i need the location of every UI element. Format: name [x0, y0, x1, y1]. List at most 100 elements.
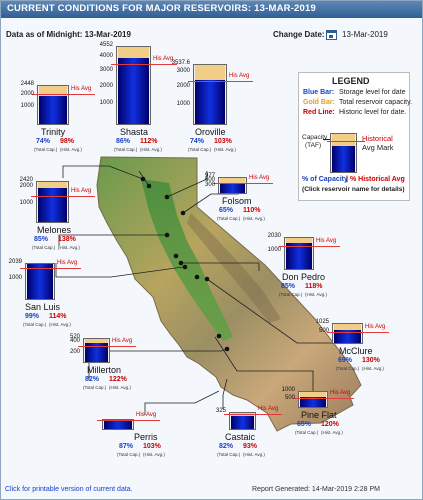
shasta-historic-line	[111, 64, 177, 65]
folsom-axis-tick: 600	[204, 177, 215, 183]
don-pedro-axis-top: 2030	[267, 233, 281, 239]
oroville-axis-tick: 3000	[176, 68, 190, 74]
pine-flat-axis-top: 1000	[281, 387, 295, 393]
trinity-storage-bar	[39, 96, 67, 124]
perris-name-link[interactable]: Perris	[134, 432, 158, 442]
pine-flat-axis-tick: 500	[284, 395, 295, 401]
melones-historic-line	[31, 196, 95, 197]
legend-blue-text: Storage level for date	[339, 89, 406, 96]
don-pedro-bar-frame	[284, 237, 314, 270]
shasta-name-link[interactable]: Shasta	[120, 127, 149, 137]
millerton-his-avg-label: His Avg	[112, 338, 133, 344]
pine-flat-bar-frame	[298, 391, 328, 408]
millerton-axis-tick: 200	[69, 349, 80, 355]
pine-flat-his-avg-label: His Avg	[330, 390, 351, 396]
legend-capacity-label: Capacity	[302, 134, 328, 141]
shasta-pct-hist: 112%	[140, 138, 158, 145]
millerton-storage-bar	[85, 343, 108, 362]
trinity-name-link[interactable]: Trinity	[41, 127, 66, 137]
folsom-pct-capacity: 65%	[219, 207, 234, 214]
mcclure-name-link[interactable]: McClure	[339, 346, 373, 356]
report-generated-text: Report Generated: 14-Mar-2019 2:28 PM	[252, 486, 381, 493]
millerton-bar-frame	[83, 338, 110, 363]
folsom-pct-hist: 110%	[243, 207, 261, 214]
millerton-hist-avg-caption: (Hist. Avg.)	[109, 385, 131, 390]
oroville-bar-frame	[193, 64, 227, 125]
oroville-historic-line	[188, 81, 253, 82]
date-value[interactable]: 13-Mar-2019	[342, 30, 388, 39]
melones-name-link[interactable]: Melones	[37, 225, 72, 235]
shasta-his-avg-label: His Avg	[153, 56, 174, 62]
folsom-hist-avg-caption: (Hist. Avg.)	[243, 216, 265, 221]
san-luis-name-link[interactable]: San Luis	[25, 302, 61, 312]
oroville-name-link[interactable]: Oroville	[195, 127, 226, 137]
legend-pct-capacity: % of Capacity	[302, 176, 348, 183]
castaic-total-cap-caption: (Total Cap.)	[217, 452, 241, 457]
castaic-historic-line	[224, 414, 282, 415]
shasta-hist-avg-caption: (Hist. Avg.)	[140, 147, 162, 152]
legend-gold-text: Total reservoir capacity.	[339, 99, 413, 106]
shasta-total-cap-caption: (Total Cap.)	[114, 147, 138, 152]
san-luis-bar-frame	[25, 263, 55, 300]
mcclure-pct-hist: 130%	[362, 357, 380, 364]
folsom-name-link[interactable]: Folsom	[222, 196, 252, 206]
pine-flat-name-link[interactable]: Pine Flat	[301, 410, 337, 420]
castaic-bar-frame	[229, 412, 256, 430]
perris-pct-capacity: 87%	[119, 443, 134, 450]
don-pedro-his-avg-label: His Avg	[316, 238, 337, 244]
trinity-total-cap-caption: (Total Cap.)	[34, 147, 58, 152]
folsom-axis-top: 977	[204, 173, 215, 179]
pine-flat-historic-line	[293, 398, 354, 399]
legend-red-label: Red Line:	[303, 109, 335, 116]
pine-flat-storage-bar	[300, 397, 326, 407]
mcclure-total-cap-caption: (Total Cap.)	[336, 366, 360, 371]
perris-hist-avg-caption: (Hist. Avg.)	[143, 452, 165, 457]
trinity-axis-tick: 2000	[20, 91, 34, 97]
trinity-his-avg-label: His Avg	[71, 86, 92, 92]
legend-gold-label: Gold Bar:	[303, 99, 335, 106]
millerton-pct-capacity: 82%	[85, 376, 100, 383]
don-pedro-storage-bar	[286, 243, 312, 269]
castaic-pct-hist: 93%	[243, 443, 258, 450]
legend-capacity-pointer	[323, 139, 330, 140]
oroville-axis-top: 3537.6	[171, 60, 190, 66]
pine-flat-pct-capacity: 65%	[297, 421, 312, 428]
legend-hist-label: Historical	[362, 134, 393, 143]
millerton-axis-top: 520	[69, 334, 80, 340]
san-luis-historic-line	[20, 268, 81, 269]
castaic-pct-capacity: 82%	[219, 443, 234, 450]
oroville-pct-capacity: 74%	[190, 138, 205, 145]
perris-his-avg-label: His Avg	[136, 412, 157, 418]
data-as-of-text: Data as of Midnight: 13-Mar-2019	[6, 30, 131, 39]
trinity-pct-capacity: 74%	[36, 138, 51, 145]
pine-flat-hist-avg-caption: (Hist. Avg.)	[321, 430, 343, 435]
san-luis-pct-capacity: 99%	[25, 313, 40, 320]
mcclure-axis-tick: 500	[318, 328, 329, 334]
folsom-total-cap-caption: (Total Cap.)	[217, 216, 241, 221]
oroville-pct-hist: 103%	[214, 138, 232, 145]
trinity-bar-frame	[37, 85, 69, 125]
san-luis-total-cap-caption: (Total Cap.)	[23, 322, 47, 327]
perris-pct-hist: 103%	[143, 443, 161, 450]
castaic-name-link[interactable]: Castaic	[225, 432, 256, 442]
printable-version-link[interactable]: Click for printable version of current d…	[5, 486, 133, 493]
shasta-axis-tick: 4000	[99, 53, 113, 59]
millerton-name-link[interactable]: Millerton	[87, 365, 122, 375]
pine-flat-total-cap-caption: (Total Cap.)	[295, 430, 319, 435]
melones-pct-hist: 138%	[58, 236, 76, 243]
trinity-axis-tick: 1000	[20, 103, 34, 109]
change-date-label: Change Date:	[273, 30, 325, 39]
don-pedro-pct-hist: 118%	[305, 283, 323, 290]
castaic-his-avg-label: His Avg	[258, 406, 279, 412]
oroville-hist-avg-caption: (Hist. Avg.)	[214, 147, 236, 152]
mcclure-bar-frame	[332, 323, 363, 344]
trinity-historic-line	[32, 94, 95, 95]
calendar-icon[interactable]	[326, 30, 337, 40]
folsom-his-avg-label: His Avg	[249, 175, 270, 181]
shasta-pct-capacity: 86%	[116, 138, 131, 145]
legend-sample-bar	[327, 133, 365, 173]
don-pedro-name-link[interactable]: Don Pedro	[282, 272, 326, 282]
don-pedro-total-cap-caption: (Total Cap.)	[279, 292, 303, 297]
